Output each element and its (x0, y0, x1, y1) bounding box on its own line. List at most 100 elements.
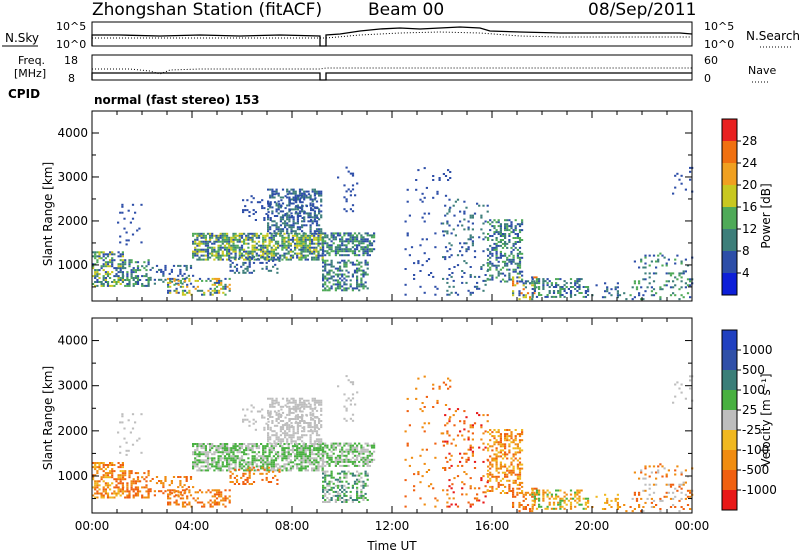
scatter-cell (521, 481, 524, 484)
scatter-cell (616, 292, 619, 295)
scatter-cell (238, 451, 241, 454)
scatter-cell (356, 497, 359, 499)
scatter-cell (512, 439, 515, 442)
scatter-cell (448, 274, 451, 276)
scatter-cell (196, 497, 199, 500)
scatter-cell (139, 490, 142, 493)
scatter-cell (264, 246, 267, 249)
scatter-cell (667, 280, 670, 283)
scatter-cell (358, 232, 361, 235)
scatter-cell (300, 463, 303, 466)
scatter-cell (467, 501, 470, 504)
scatter-cell (351, 238, 354, 241)
scatter-cell (555, 286, 558, 288)
scatter-cell (238, 483, 241, 485)
scatter-cell (309, 232, 312, 235)
scatter-cell (226, 465, 229, 468)
scatter-cell (533, 497, 536, 500)
scatter-cell (489, 256, 492, 259)
scatter-cell (267, 409, 270, 412)
scatter-cell (277, 455, 280, 458)
scatter-cell (452, 204, 455, 207)
scatter-cell (104, 482, 107, 485)
scatter-cell (521, 433, 524, 436)
scatter-cell (167, 283, 170, 286)
scatter-cell (218, 283, 221, 286)
scatter-cell (285, 467, 288, 470)
scatter-cell (220, 491, 223, 494)
scatter-cell (497, 485, 500, 488)
scatter-cell (251, 238, 254, 241)
scatter-cell (273, 440, 276, 443)
scatter-cell (366, 250, 369, 253)
scatter-cell (339, 499, 342, 501)
scatter-cell (448, 420, 451, 423)
scatter-cell (652, 288, 656, 291)
scatter-cell (290, 188, 293, 191)
scatter-cell (343, 208, 346, 211)
scatter-cell (330, 444, 333, 447)
scatter-cell (233, 271, 236, 274)
scatter-cell (296, 457, 299, 460)
scatter-cell (206, 453, 210, 456)
scatter-cell (531, 294, 534, 296)
scatter-cell (188, 491, 191, 494)
scatter-cell (559, 295, 562, 298)
scatter-cell (353, 252, 357, 255)
scatter-cell (209, 467, 212, 470)
scatter-cell (495, 268, 498, 271)
scatter-cell (262, 244, 265, 247)
scatter-cell (559, 497, 562, 500)
scatter-cell (268, 461, 271, 464)
scatter-cell (332, 446, 335, 449)
scatter-cell (463, 428, 466, 431)
scatter-cell (313, 420, 316, 422)
scatter-cell (184, 279, 187, 282)
scatter-cell (309, 226, 312, 229)
scatter-cell (122, 267, 125, 270)
scatter-cell (128, 470, 131, 473)
scatter-cell (304, 457, 307, 460)
scatter-cell (115, 273, 118, 276)
scatter-cell (192, 443, 195, 445)
scatter-cell (356, 263, 359, 266)
scatter-cell (320, 228, 323, 231)
scatter-cell (253, 455, 256, 458)
scatter-cell (226, 252, 229, 255)
scatter-cell (302, 244, 305, 247)
scatter-cell (362, 242, 365, 245)
scatter-cell (299, 416, 302, 419)
scatter-cell (345, 246, 348, 249)
scatter-cell (533, 495, 536, 498)
scatter-cell (299, 410, 302, 413)
scatter-cell (200, 469, 203, 472)
scatter-cell (173, 501, 176, 504)
scatter-cell (201, 279, 204, 282)
scatter-cell (215, 281, 219, 284)
scatter-cell (303, 434, 306, 437)
scatter-cell (145, 269, 148, 272)
scatter-cell (298, 455, 301, 458)
scatter-cell (358, 240, 361, 243)
scatter-cell (271, 224, 274, 227)
scatter-cell (290, 442, 293, 445)
scatter-cell (288, 408, 291, 411)
scatter-cell (448, 434, 451, 437)
scatter-cell (487, 465, 490, 468)
scatter-cell (106, 253, 110, 256)
scatter-cell (211, 443, 214, 445)
scatter-cell (563, 501, 566, 504)
scatter-cell (267, 255, 270, 258)
scatter-cell (364, 263, 367, 266)
scatter-cell (240, 447, 244, 450)
scatter-cell (211, 457, 214, 460)
scatter-cell (544, 491, 547, 494)
scatter-cell (104, 263, 107, 266)
scatter-cell (482, 238, 485, 241)
scatter-cell (194, 491, 197, 494)
scatter-cell (217, 254, 220, 257)
scatter-cell (298, 232, 301, 235)
scatter-cell (221, 453, 224, 456)
scatter-cell (215, 236, 218, 239)
scatter-cell (276, 215, 279, 217)
